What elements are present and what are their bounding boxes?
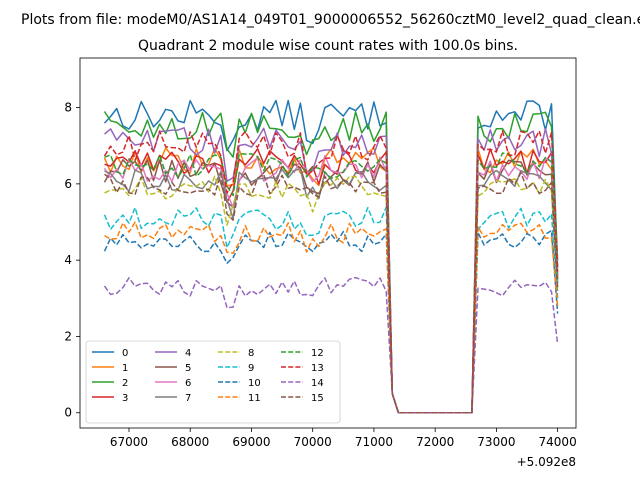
y-tick-label-0: 0 [64, 406, 72, 420]
legend-label-5: 5 [185, 363, 191, 374]
x-tick-label-7: 74000 [539, 435, 577, 449]
legend-label-12: 12 [311, 348, 324, 359]
figure-suptitle: Plots from file: modeM0/AS1A14_049T01_90… [21, 12, 640, 28]
legend-label-14: 14 [311, 378, 324, 389]
series-line-0 [103, 99, 559, 414]
plot-title: Quadrant 2 module wise count rates with … [138, 38, 518, 54]
series-line-4 [104, 127, 559, 414]
legend-label-6: 6 [185, 378, 191, 389]
y-tick-label-2: 4 [64, 253, 72, 267]
legend-label-8: 8 [248, 348, 254, 359]
series-line-10 [103, 229, 559, 414]
legend-label-0: 0 [122, 348, 128, 359]
legend-label-3: 3 [122, 393, 128, 404]
series-line-14 [103, 276, 559, 414]
x-tick-label-3: 70000 [294, 435, 332, 449]
x-tick-label-1: 68000 [171, 435, 209, 449]
axes-layer: 67000 68000 69000 70000 71000 72000 73000 74000… [64, 101, 576, 449]
legend-label-15: 15 [311, 393, 324, 404]
y-tick-label-4: 8 [64, 101, 72, 115]
legend-label-11: 11 [248, 393, 261, 404]
legend-box [85, 340, 341, 424]
legend-label-7: 7 [185, 393, 191, 404]
x-tick-label-4: 71000 [355, 435, 393, 449]
x-tick-label-2: 69000 [232, 435, 270, 449]
legend-label-2: 2 [122, 378, 128, 389]
x-offset-label: +5.092e8 [517, 455, 576, 469]
plot-frame [79, 57, 577, 429]
series-line-7 [104, 168, 559, 414]
x-tick-label-5: 72000 [416, 435, 454, 449]
series-line-11 [104, 221, 559, 414]
legend-label-4: 4 [185, 348, 191, 359]
legend-label-1: 1 [122, 363, 128, 374]
series-line-3 [104, 148, 559, 414]
legend-label-9: 9 [248, 363, 254, 374]
y-tick-label-3: 6 [64, 177, 72, 191]
series-line-9 [103, 206, 559, 414]
legend-label-13: 13 [311, 363, 324, 374]
series-layer [103, 99, 559, 414]
x-tick-label-0: 67000 [110, 435, 148, 449]
series-line-6 [103, 155, 559, 414]
series-line-12 [104, 152, 559, 414]
legend-label-10: 10 [248, 378, 261, 389]
y-tick-label-1: 2 [64, 329, 72, 343]
x-tick-label-6: 73000 [477, 435, 515, 449]
series-line-8 [104, 175, 559, 414]
series-line-2 [103, 111, 559, 414]
series-line-15 [104, 172, 559, 414]
